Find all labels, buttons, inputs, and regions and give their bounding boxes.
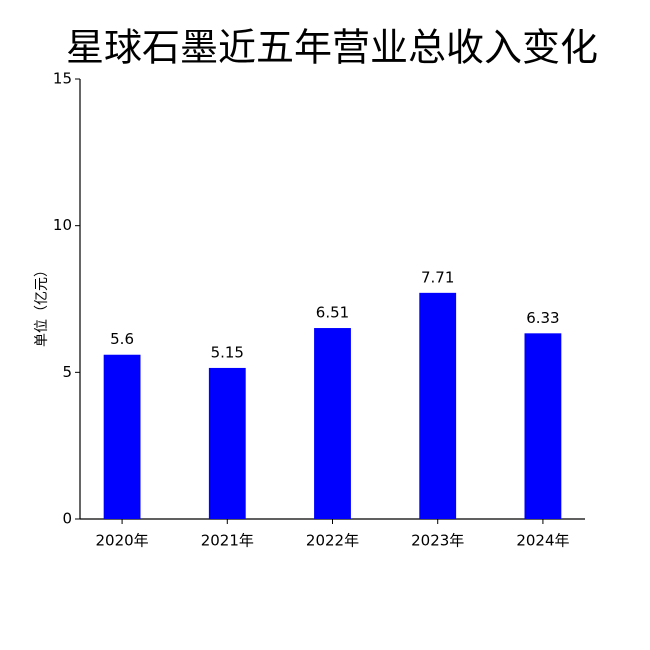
x-tick-label: 2021年 — [201, 532, 254, 550]
bar — [524, 333, 562, 519]
x-tick-label: 2024年 — [516, 532, 569, 550]
x-tick-label: 2020年 — [95, 532, 148, 550]
bar — [103, 354, 141, 519]
bar — [419, 292, 457, 519]
data-label: 5.15 — [211, 343, 244, 361]
data-label: 5.6 — [110, 330, 134, 348]
bar — [208, 367, 246, 519]
y-tick-label: 10 — [53, 216, 72, 234]
data-label: 7.71 — [421, 268, 454, 286]
x-tick-label: 2022年 — [306, 532, 359, 550]
chart-title: 星球石墨近五年营业总收入变化 — [66, 26, 598, 70]
y-axis-label: 单位（亿元） — [34, 263, 50, 347]
y-tick-label: 0 — [62, 510, 72, 528]
data-label: 6.51 — [316, 304, 349, 322]
y-tick-label: 5 — [62, 363, 72, 381]
data-label: 6.33 — [526, 309, 559, 327]
bar — [314, 328, 351, 519]
x-tick-label: 2023年 — [411, 532, 464, 550]
y-tick-label: 15 — [53, 70, 72, 88]
